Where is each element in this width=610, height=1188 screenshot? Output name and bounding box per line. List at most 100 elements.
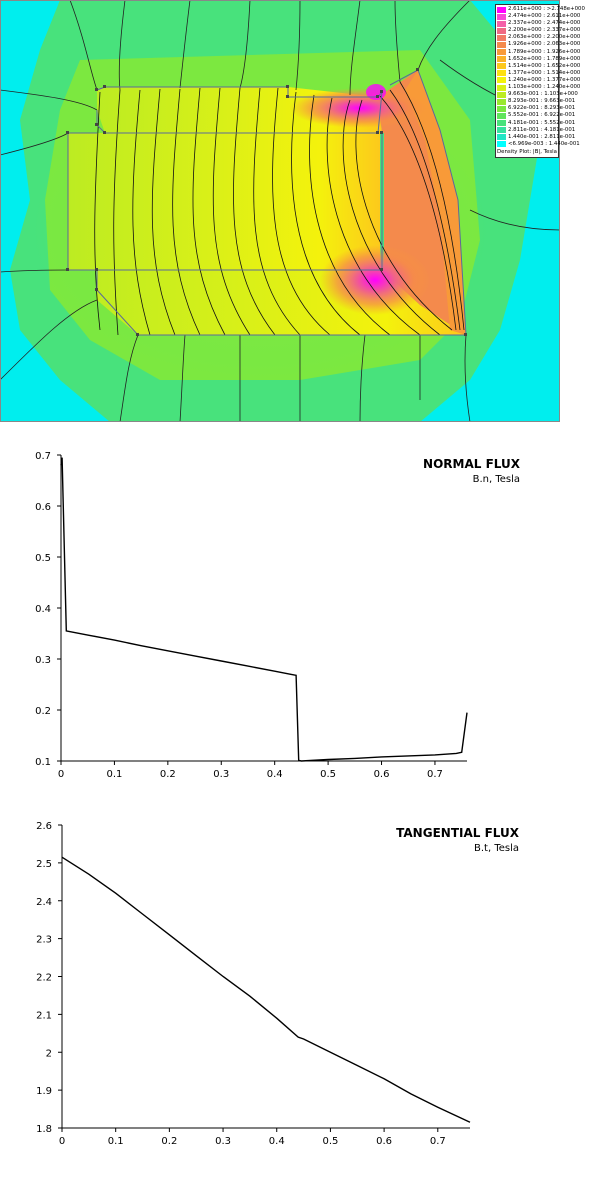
y-tick-label: 2.6 [36, 821, 52, 832]
legend-label: 2.811e-001 : 4.181e-001 [508, 126, 576, 133]
x-tick-label: 0.7 [427, 769, 443, 780]
x-tick-label: 0.3 [213, 769, 229, 780]
y-tick-label: 1.9 [36, 1086, 52, 1097]
y-tick-label: 0.3 [35, 655, 51, 666]
legend-row: 2.474e+000 : 2.611e+000 [497, 13, 580, 20]
x-tick-label: 0.5 [322, 1136, 338, 1147]
legend-swatch [497, 27, 506, 34]
legend-swatch [497, 34, 506, 41]
legend-swatch [497, 141, 506, 148]
legend-row: <6.969e-003 : 1.440e-001 [497, 141, 580, 148]
legend-label: 5.552e-001 : 6.922e-001 [508, 112, 576, 119]
legend-label: <6.969e-003 : 1.440e-001 [508, 140, 580, 147]
legend-row: 5.552e-001 : 6.922e-001 [497, 112, 575, 119]
legend-swatch [497, 13, 506, 20]
x-tick-label: 0.4 [267, 769, 283, 780]
legend-row: 2.063e+000 : 2.200e+000 [497, 34, 580, 41]
legend-swatch [497, 77, 506, 84]
y-tick-label: 2.3 [36, 935, 52, 946]
y-tick-label: 2 [46, 1048, 52, 1059]
legend-label: 1.240e+000 : 1.377e+000 [508, 76, 581, 83]
legend-row: 1.240e+000 : 1.377e+000 [497, 77, 580, 84]
y-tick-label: 2.4 [36, 897, 52, 908]
core-body [68, 133, 382, 270]
chart-subtitle: B.t, Tesla [474, 843, 519, 854]
y-tick-label: 0.6 [35, 502, 51, 513]
legend-swatch [497, 134, 506, 141]
legend-label: 1.789e+000 : 1.926e+000 [508, 48, 581, 55]
legend-row: 6.922e-001 : 8.293e-001 [497, 105, 575, 112]
legend-row: 2.200e+000 : 2.337e+000 [497, 27, 580, 34]
x-tick-label: 0.5 [320, 769, 336, 780]
y-tick-label: 2.5 [36, 859, 52, 870]
x-tick-label: 0.1 [108, 1136, 124, 1147]
legend-swatch [497, 49, 506, 56]
legend-label: 1.440e-001 : 2.811e-001 [508, 133, 576, 140]
legend-label: 2.063e+000 : 2.200e+000 [508, 34, 581, 41]
legend-row: 2.611e+000 : >2.748e+000 [497, 6, 585, 13]
legend-swatch [497, 91, 506, 98]
legend-swatch [497, 84, 506, 91]
legend-row: 1.103e+000 : 1.240e+000 [497, 84, 580, 91]
x-tick-label: 0.6 [376, 1136, 392, 1147]
legend-row: 9.663e-001 : 1.103e+000 [497, 91, 578, 98]
legend-label: 2.200e+000 : 2.337e+000 [508, 27, 581, 34]
legend-swatch [497, 20, 506, 27]
legend-label: 1.514e+000 : 1.652e+000 [508, 62, 581, 69]
legend-row: 1.926e+000 : 2.063e+000 [497, 41, 580, 49]
hot-spot-bottom [320, 245, 430, 315]
x-tick-label: 0.3 [215, 1136, 231, 1147]
chart-subtitle: B.n, Tesla [473, 474, 520, 485]
legend-row: 8.293e-001 : 9.663e-001 [497, 98, 575, 105]
legend-label: 4.181e-001 : 5.552e-001 [508, 119, 576, 126]
legend-row: 2.337e+000 : 2.474e+000 [497, 20, 580, 27]
legend-label: 1.377e+000 : 1.514e+000 [508, 69, 581, 76]
chart-title: NORMAL FLUX [423, 457, 521, 471]
y-tick-label: 0.1 [35, 757, 51, 768]
legend-row: 1.440e-001 : 2.811e-001 [497, 134, 575, 141]
chart-title: TANGENTIAL FLUX [396, 826, 520, 840]
legend-swatch [497, 56, 506, 63]
density-plot [0, 0, 560, 422]
legend-label: 1.103e+000 : 1.240e+000 [508, 84, 581, 91]
x-tick-label: 0 [58, 769, 64, 780]
geometry-nodes [66, 68, 467, 336]
legend-label: 2.611e+000 : >2.748e+000 [508, 6, 585, 12]
x-tick-label: 0.2 [161, 1136, 177, 1147]
hot-spot-corner [366, 84, 386, 100]
legend-rows: 2.611e+000 : >2.748e+000 2.474e+000 : 2.6… [497, 6, 585, 148]
legend-label: 8.293e-001 : 9.663e-001 [508, 98, 576, 105]
geometry-outline [67, 69, 467, 336]
x-tick-label: 0.2 [160, 769, 176, 780]
legend-label: 9.663e-001 : 1.103e+000 [508, 91, 578, 98]
series-line [60, 457, 468, 762]
legend-row: 2.811e-001 : 4.181e-001 [497, 127, 575, 134]
legend-caption: Density Plot: |B|, Tesla [497, 148, 557, 155]
y-tick-label: 2.2 [36, 973, 52, 984]
plot-frame [0, 0, 560, 422]
y-tick-label: 2.1 [36, 1010, 52, 1021]
density-legend: 2.611e+000 : >2.748e+000 2.474e+000 : 2.6… [495, 4, 585, 158]
legend-swatch [497, 70, 506, 77]
y-tick-label: 0.5 [35, 553, 51, 564]
legend-label: 1.652e+000 : 1.789e+000 [508, 55, 581, 62]
legend-swatch [497, 6, 506, 13]
legend-label: 1.926e+000 : 2.063e+000 [508, 41, 581, 48]
legend-label: 6.922e-001 : 8.293e-001 [508, 105, 576, 112]
legend-row: 4.181e-001 : 5.552e-001 [497, 120, 575, 127]
y-tick-label: 0.2 [35, 706, 51, 717]
y-tick-label: 1.8 [36, 1124, 52, 1135]
series-line [61, 856, 471, 1123]
legend-label: 2.337e+000 : 2.474e+000 [508, 20, 581, 27]
legend-row: 1.789e+000 : 1.926e+000 [497, 49, 580, 56]
x-tick-label: 0 [59, 1136, 65, 1147]
x-tick-label: 0.7 [430, 1136, 446, 1147]
x-tick-label: 0.6 [374, 769, 390, 780]
normal-flux-chart: 0 0.1 0.2 0.3 0.4 0.5 0.6 0.7 0.1 0.2 0.3 0.4 0.5 0.6… [35, 451, 521, 780]
x-tick-label: 0.1 [106, 769, 122, 780]
legend-row: 1.652e+000 : 1.789e+000 [497, 56, 580, 63]
x-tick-label: 0.4 [269, 1136, 285, 1147]
legend-swatch [497, 105, 506, 112]
legend-swatch [497, 63, 506, 70]
flux-lines [94, 81, 465, 336]
